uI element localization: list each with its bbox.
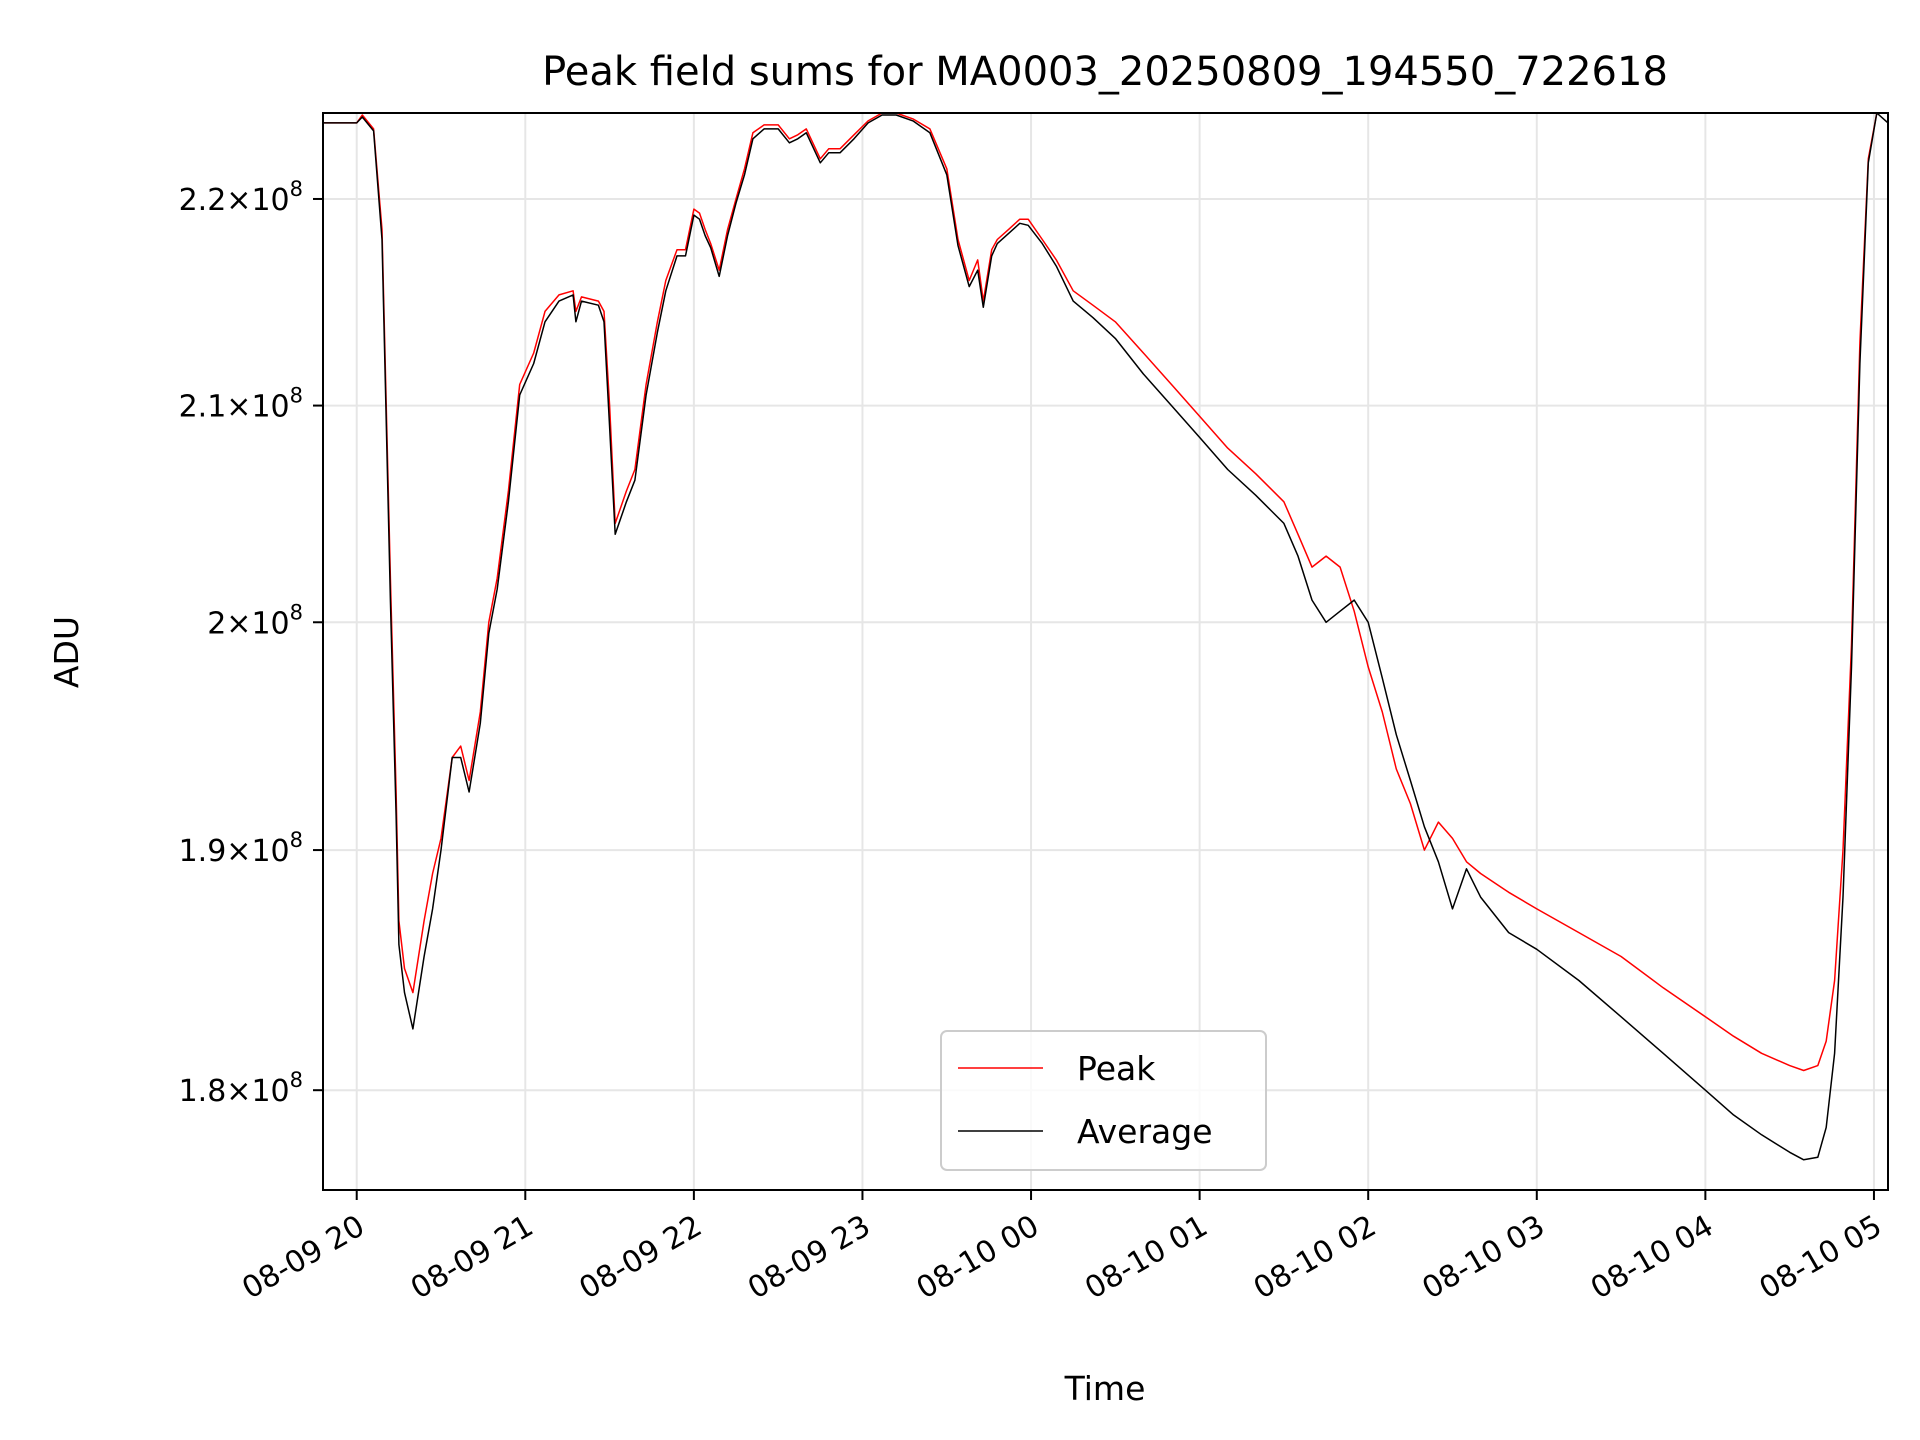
y-axis-ticks: 1.8×108 1.9×108 2×108 2.1×108 2.2×108 (179, 177, 323, 1109)
legend: Peak Average (940, 1030, 1267, 1171)
series-layer (323, 113, 1888, 1161)
y-tick-label: 2×108 (207, 600, 303, 641)
plot-area-frame (322, 112, 1889, 1191)
y-tick-label: 2.1×108 (179, 384, 303, 425)
y-tick-label: 1.9×108 (179, 828, 303, 869)
y-tick-label: 2.2×108 (179, 177, 303, 218)
chart-title: Peak field sums for MA0003_20250809_1945… (542, 49, 1668, 95)
series-line-peak (323, 113, 1888, 1072)
legend-label-average: Average (1077, 1112, 1213, 1151)
x-axis-label: Time (1064, 1369, 1146, 1408)
y-tick-label: 1.8×108 (179, 1068, 303, 1109)
series-line-average (323, 113, 1888, 1161)
legend-label-peak: Peak (1077, 1049, 1156, 1088)
legend-box (940, 1030, 1267, 1171)
y-axis-label: ADU (47, 616, 86, 688)
